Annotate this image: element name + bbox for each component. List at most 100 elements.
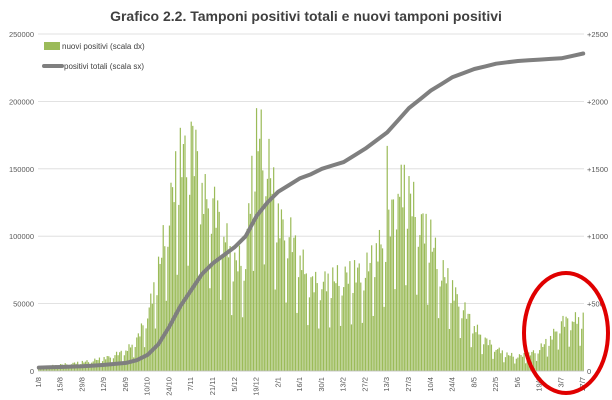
bar (269, 178, 272, 371)
bar (437, 318, 440, 371)
bar (176, 274, 178, 371)
bar (568, 346, 570, 371)
y-left-tick-label: 50000 (13, 300, 34, 309)
bar (274, 289, 276, 371)
x-tick-label: 5/12 (230, 377, 239, 392)
x-tick-label: 24/4 (448, 377, 457, 392)
bar (525, 363, 527, 371)
bar (249, 213, 251, 371)
bar (164, 246, 166, 371)
bar (254, 191, 256, 371)
bar (420, 214, 423, 371)
x-tick-label: 19/12 (252, 377, 261, 396)
bar (287, 258, 289, 371)
bar (526, 358, 528, 371)
bar (357, 267, 359, 371)
bar (329, 327, 331, 371)
bar (136, 337, 138, 371)
bar (251, 155, 253, 371)
bar (464, 302, 466, 371)
bar (535, 360, 538, 371)
bar (265, 196, 267, 371)
bar (243, 280, 245, 371)
bar (462, 310, 465, 371)
bar (196, 151, 199, 371)
bar (237, 271, 239, 371)
bar (551, 339, 553, 371)
bar (153, 282, 155, 371)
x-tick-label: 21/11 (208, 377, 217, 395)
bar (577, 317, 580, 371)
bar (545, 338, 547, 371)
bar (542, 346, 544, 371)
bar (131, 344, 133, 371)
bar (115, 351, 118, 371)
bar (428, 262, 430, 371)
bar (293, 237, 295, 371)
bar (399, 196, 401, 371)
x-tick-label: 27/3 (404, 377, 413, 392)
bar (148, 307, 150, 371)
bar (554, 331, 556, 371)
bar (509, 355, 511, 371)
bar (414, 217, 416, 371)
x-tick-label: 27/2 (360, 377, 369, 392)
bar (283, 240, 286, 371)
bar (206, 199, 208, 371)
bar (565, 316, 567, 371)
x-tick-label: 19/6 (535, 377, 544, 392)
bar (486, 338, 488, 371)
bar (248, 203, 250, 371)
bar (173, 202, 175, 371)
bar (213, 186, 216, 371)
bar (185, 177, 188, 371)
bar (341, 295, 343, 371)
bar (489, 339, 491, 371)
bar (198, 280, 200, 371)
bar (296, 312, 298, 371)
bar (45, 368, 48, 371)
bar (133, 357, 135, 371)
bar (458, 306, 460, 371)
bar (280, 209, 283, 371)
bar (352, 293, 354, 371)
bar (560, 321, 563, 371)
x-tick-label: 3/7 (556, 377, 565, 387)
bar (168, 225, 171, 371)
x-tick-label: 7/11 (186, 377, 195, 391)
bar (397, 193, 399, 371)
bar (189, 194, 191, 371)
bar (537, 353, 539, 371)
bar (484, 337, 486, 371)
bar (159, 263, 161, 371)
x-tick-label: 10/10 (143, 377, 152, 396)
bar (129, 347, 132, 371)
x-tick-label: 15/8 (56, 377, 65, 392)
bar (445, 283, 447, 371)
bar (128, 344, 130, 371)
bar (319, 300, 321, 371)
bar (425, 213, 427, 371)
bar (364, 277, 367, 371)
bar (563, 326, 566, 371)
bar (518, 354, 521, 371)
bar (143, 347, 146, 371)
bar (232, 281, 234, 371)
bar (433, 247, 435, 371)
bar (380, 244, 382, 371)
bar (220, 299, 222, 371)
bar (582, 312, 584, 371)
bar (495, 349, 497, 371)
bar (417, 246, 419, 371)
bar (395, 229, 398, 371)
bar (263, 264, 265, 371)
bar (531, 351, 533, 371)
bar (576, 323, 578, 371)
bar (125, 350, 127, 371)
bar (473, 326, 475, 371)
bar (450, 303, 452, 371)
bar (475, 332, 477, 371)
bar (574, 312, 577, 371)
bar (297, 277, 300, 371)
bar (377, 261, 379, 371)
